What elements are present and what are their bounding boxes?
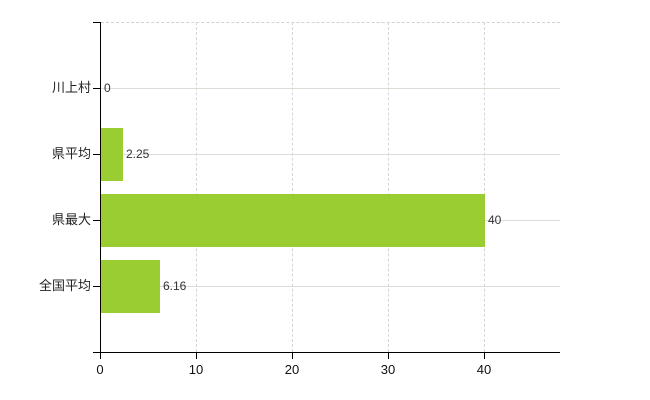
category-tick (93, 154, 100, 155)
bar-value-label: 40 (488, 213, 502, 227)
category-label: 県最大 (51, 212, 91, 227)
x-tick (100, 353, 101, 359)
category-label: 全国平均 (38, 278, 91, 293)
x-tick-label: 10 (188, 362, 204, 377)
gridline-vertical (195, 22, 197, 352)
x-tick-label: 20 (284, 362, 300, 377)
x-tick (387, 353, 389, 359)
bar (101, 194, 485, 247)
x-axis (93, 352, 560, 353)
gridline-vertical (387, 22, 389, 352)
x-tick (195, 353, 197, 359)
x-tick-label: 40 (476, 362, 492, 377)
bar-value-label: 6.16 (163, 279, 187, 293)
gridline-vertical (483, 22, 485, 352)
category-tick (93, 220, 100, 221)
y-axis (100, 22, 101, 353)
axis-end-tick (93, 22, 101, 23)
plot-top-border (101, 22, 560, 23)
category-label: 川上村 (51, 80, 91, 95)
category-tick (93, 88, 100, 89)
x-tick (291, 353, 293, 359)
x-tick (483, 353, 485, 359)
category-label: 県平均 (51, 146, 91, 161)
gridline-horizontal (101, 88, 560, 89)
bar (101, 128, 123, 181)
bar-value-label: 2.25 (126, 147, 150, 161)
gridline-horizontal (101, 286, 560, 287)
bar (101, 260, 160, 313)
bar-value-label: 0 (104, 81, 111, 95)
gridline-vertical (291, 22, 293, 352)
x-tick-label: 0 (96, 362, 104, 377)
x-tick-label: 30 (380, 362, 396, 377)
category-tick (93, 286, 100, 287)
gridline-horizontal (101, 154, 560, 155)
